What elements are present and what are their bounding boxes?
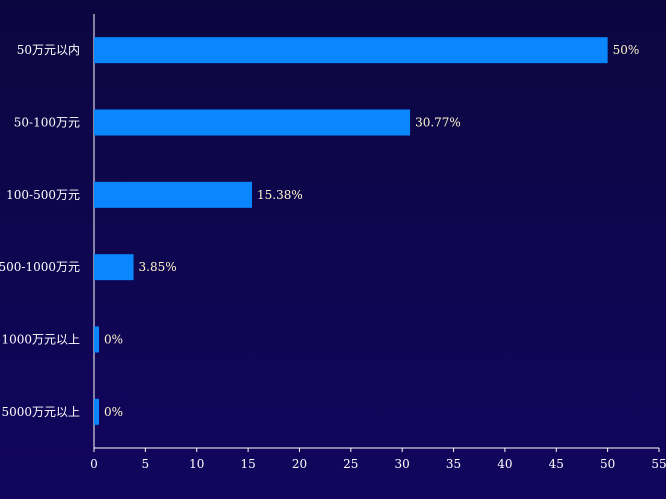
category-labels: 50万元以内 50-100万元 100-500万元 500-1000万元 1000万元以… bbox=[0, 43, 80, 419]
x-tick-label: 30 bbox=[395, 457, 410, 471]
bar bbox=[94, 326, 99, 353]
bar bbox=[94, 181, 252, 208]
category-label: 50-100万元 bbox=[14, 116, 80, 130]
category-label: 5000万元以上 bbox=[1, 405, 80, 419]
category-label: 500-1000万元 bbox=[0, 260, 80, 274]
data-label: 15.38% bbox=[257, 188, 303, 202]
value-labels: 50% 30.77% 15.38% 3.85% 0% 0% bbox=[104, 43, 639, 419]
bar bbox=[94, 398, 99, 425]
x-tick-label: 35 bbox=[446, 457, 461, 471]
bar bbox=[94, 37, 608, 64]
x-tick-label: 10 bbox=[189, 457, 204, 471]
bar bbox=[94, 109, 411, 136]
x-tick-label: 55 bbox=[651, 457, 666, 471]
x-tick-label: 25 bbox=[343, 457, 358, 471]
category-label: 1000万元以上 bbox=[1, 333, 80, 347]
data-label: 30.77% bbox=[415, 116, 461, 130]
bars-group bbox=[94, 37, 608, 425]
x-tick-label: 15 bbox=[240, 457, 255, 471]
category-label: 100-500万元 bbox=[6, 188, 80, 202]
x-tick-label: 40 bbox=[497, 457, 512, 471]
x-tick-label: 50 bbox=[600, 457, 615, 471]
axes bbox=[93, 14, 659, 449]
x-tick-label: 45 bbox=[549, 457, 564, 471]
x-tick-label: 0 bbox=[90, 457, 98, 471]
bar bbox=[94, 254, 134, 281]
x-tick-label: 5 bbox=[142, 457, 150, 471]
data-label: 3.85% bbox=[139, 260, 177, 274]
data-label: 0% bbox=[104, 333, 123, 347]
x-tick-label: 20 bbox=[292, 457, 307, 471]
data-label: 0% bbox=[104, 405, 123, 419]
category-label: 50万元以内 bbox=[17, 43, 80, 57]
x-tick-labels: 0 5 10 15 20 25 30 35 40 45 50 55 bbox=[90, 448, 666, 471]
data-label: 50% bbox=[613, 43, 640, 57]
